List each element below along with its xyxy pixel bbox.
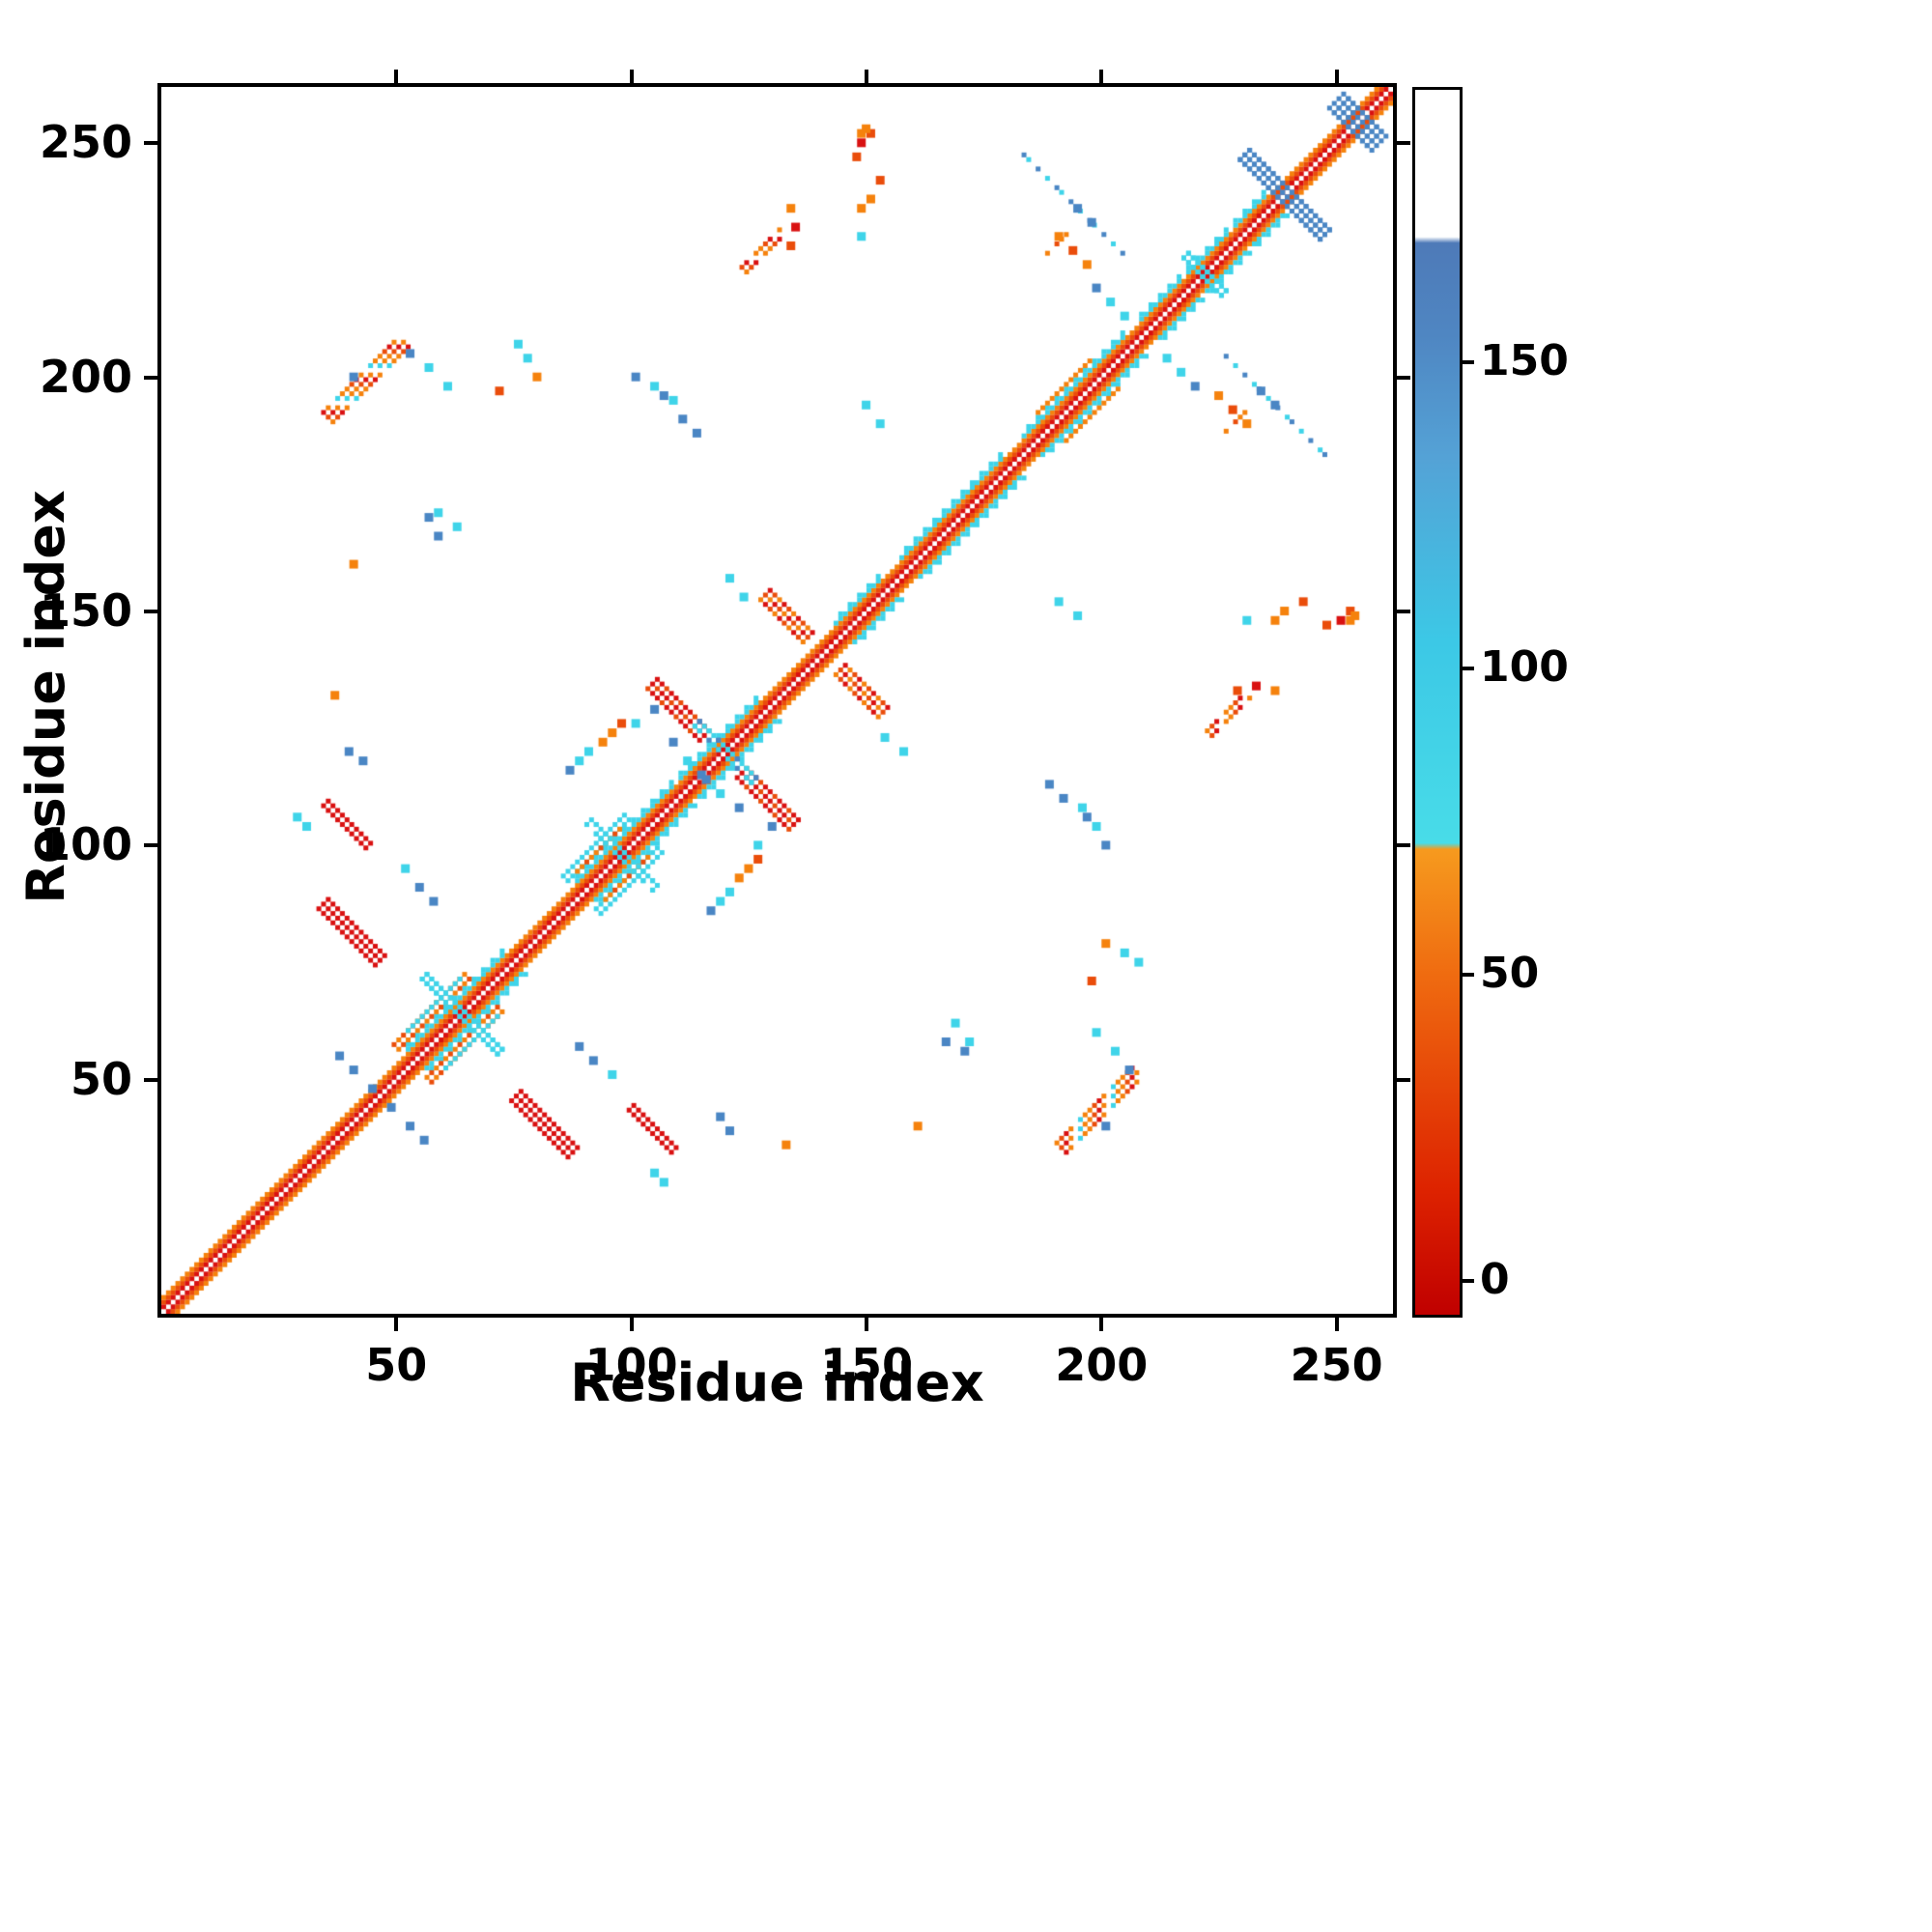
y-tick-label: 50 — [70, 1052, 132, 1105]
contact-map-canvas — [161, 87, 1393, 1314]
x-tick — [1334, 1318, 1339, 1331]
x-tick-label: 200 — [1055, 1339, 1149, 1391]
x-tick-top — [394, 70, 399, 83]
y-tick-label: 250 — [39, 116, 132, 169]
y-tick-label: 100 — [39, 818, 132, 871]
colorbar-tick — [1463, 973, 1474, 978]
colorbar-tick — [1463, 667, 1474, 671]
y-tick-right — [1397, 375, 1410, 380]
plot-area — [157, 83, 1397, 1318]
x-axis-label: Residue index — [570, 1352, 984, 1413]
y-tick — [144, 609, 157, 613]
y-tick-right — [1397, 141, 1410, 146]
y-tick — [144, 843, 157, 848]
y-axis-label: Residue index — [15, 490, 76, 904]
y-tick-right — [1397, 1077, 1410, 1082]
x-tick-label: 250 — [1290, 1339, 1383, 1391]
y-tick — [144, 375, 157, 380]
x-tick — [629, 1318, 634, 1331]
colorbar-gradient — [1415, 90, 1460, 1315]
colorbar-tick — [1463, 1279, 1474, 1284]
y-tick-right — [1397, 609, 1410, 613]
colorbar-tick-label: 50 — [1480, 949, 1540, 999]
colorbar-tick-label: 150 — [1480, 336, 1569, 386]
x-tick-label: 100 — [584, 1339, 678, 1391]
x-tick-top — [1099, 70, 1104, 83]
colorbar-tick-label: 100 — [1480, 642, 1569, 693]
x-tick — [394, 1318, 399, 1331]
y-tick-label: 200 — [39, 350, 132, 403]
x-tick-label: 150 — [819, 1339, 913, 1391]
colorbar-tick-label: 0 — [1480, 1255, 1510, 1305]
y-tick — [144, 1077, 157, 1082]
x-tick-label: 50 — [365, 1339, 428, 1391]
y-tick-right — [1397, 843, 1410, 848]
x-tick-top — [1334, 70, 1339, 83]
y-tick — [144, 141, 157, 146]
colorbar-tick — [1463, 360, 1474, 365]
x-tick-top — [864, 70, 868, 83]
x-tick — [864, 1318, 868, 1331]
x-tick — [1099, 1318, 1104, 1331]
colorbar — [1412, 87, 1463, 1318]
x-tick-top — [629, 70, 634, 83]
y-tick-label: 150 — [39, 583, 132, 637]
